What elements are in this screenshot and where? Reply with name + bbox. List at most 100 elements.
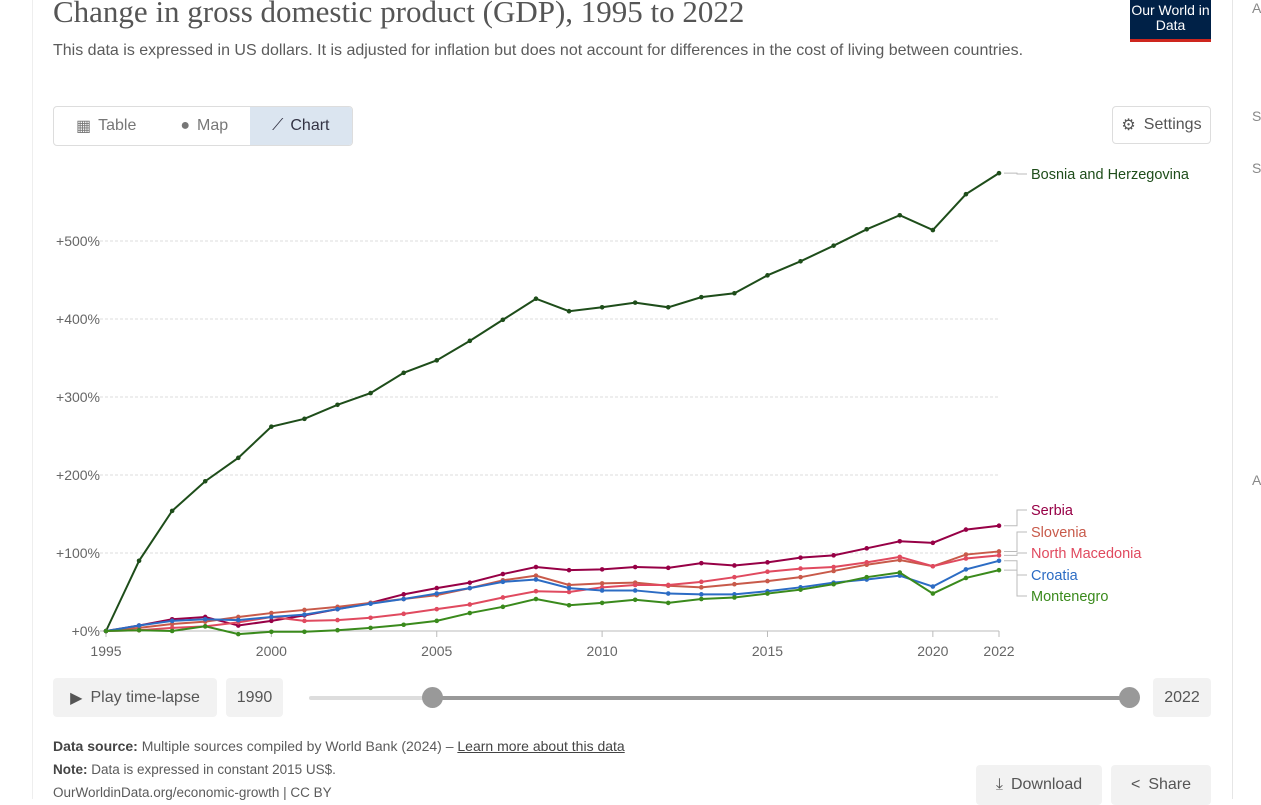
series-line-serbia (105, 524, 1000, 632)
data-point (599, 581, 605, 586)
data-point (566, 602, 572, 608)
data-point (434, 358, 440, 363)
timeline-end-handle[interactable] (1119, 687, 1140, 708)
data-point (897, 570, 903, 575)
data-point (699, 585, 704, 590)
side-panel-text: A (1252, 0, 1261, 16)
download-button[interactable]: ⤓ Download (976, 765, 1102, 805)
data-point (434, 606, 440, 612)
series-label: Croatia (1031, 568, 1079, 584)
data-point (963, 575, 969, 581)
data-point (566, 308, 572, 314)
data-point (996, 553, 1002, 558)
data-point (202, 617, 208, 622)
data-point (765, 578, 770, 584)
label-connector (1004, 531, 1027, 552)
label-connector (1004, 560, 1027, 576)
x-tick-label: 2010 (587, 643, 618, 659)
line-chart: +0% +100% +200% +300% +400% +500% 1995 2000 2005… (56, 167, 1190, 659)
data-point (963, 567, 969, 572)
note-label: Note: (53, 762, 88, 777)
y-tick-label: +0% (72, 623, 100, 639)
data-point (169, 628, 175, 634)
data-point (269, 424, 274, 429)
timeline-start-year[interactable]: 1990 (226, 678, 283, 717)
data-point (732, 574, 737, 580)
note-text: Data is expressed in constant 2015 US$. (91, 762, 336, 777)
data-point (699, 596, 704, 602)
data-point (732, 595, 737, 600)
data-point (533, 596, 539, 602)
x-tick-label: 2005 (421, 643, 452, 659)
data-point (765, 273, 770, 278)
data-point (434, 585, 440, 591)
data-point (467, 338, 473, 344)
data-point (963, 556, 969, 561)
timeline-start-handle[interactable] (422, 687, 443, 708)
data-point (732, 581, 737, 587)
label-connector (1004, 552, 1027, 556)
data-point (632, 300, 638, 305)
data-point (798, 555, 803, 560)
tab-label: Table (98, 117, 137, 134)
side-panel-text: S (1252, 108, 1261, 124)
data-point (732, 563, 737, 568)
data-point (566, 567, 572, 573)
data-point (269, 614, 274, 620)
data-point (500, 571, 506, 577)
data-point (897, 212, 903, 218)
data-point (765, 591, 770, 596)
data-point (831, 568, 836, 574)
data-point (533, 588, 539, 594)
data-point (368, 615, 373, 621)
data-point (831, 243, 836, 248)
data-point (566, 585, 572, 591)
series-label: Serbia (1031, 503, 1074, 519)
learn-more-link[interactable]: Learn more about this data (457, 738, 625, 754)
share-button[interactable]: < Share (1111, 765, 1211, 805)
data-point (996, 567, 1002, 573)
page-title: Change in gross domestic product (GDP), … (53, 0, 745, 29)
data-point (302, 618, 307, 624)
owid-logo[interactable]: Our World in Data (1130, 0, 1211, 42)
tab-map[interactable]: ● Map (158, 107, 250, 145)
timeline-end-year[interactable]: 2022 (1153, 678, 1211, 717)
play-timelapse-button[interactable]: ▶ Play time-lapse (53, 678, 217, 717)
data-point (434, 591, 440, 596)
data-point (665, 305, 671, 310)
data-point (467, 610, 473, 616)
data-point (335, 627, 340, 633)
data-point (269, 618, 274, 624)
data-point (269, 610, 274, 616)
data-point (930, 227, 936, 233)
data-point (632, 597, 638, 603)
data-point (269, 629, 274, 635)
label-connector (1004, 172, 1027, 175)
data-point (632, 582, 638, 588)
source-label: Data source: (53, 738, 138, 754)
data-point (500, 595, 506, 600)
data-point (533, 564, 539, 570)
data-point (930, 584, 936, 589)
settings-button[interactable]: ⚙ Settings (1112, 106, 1211, 144)
data-point (831, 564, 836, 570)
tab-label: Map (197, 117, 229, 134)
data-point (202, 478, 208, 484)
tab-table[interactable]: ▦ Table (54, 107, 158, 145)
source-text: Multiple sources compiled by World Bank … (141, 738, 458, 754)
play-icon: ▶ (70, 689, 83, 707)
data-point (302, 607, 307, 613)
data-point (632, 588, 638, 593)
data-point (302, 416, 307, 422)
data-point (434, 618, 440, 624)
data-point (864, 574, 870, 580)
data-point (136, 623, 142, 628)
tab-chart[interactable]: ⟋ Chart (250, 107, 352, 145)
data-point (335, 402, 340, 408)
data-point (368, 625, 373, 631)
y-tick-label: +400% (56, 311, 100, 327)
series-label: Bosnia and Herzegovina (1031, 167, 1190, 183)
x-tick-label: 2020 (917, 643, 948, 659)
timeline-track[interactable] (309, 687, 1140, 708)
settings-label: Settings (1143, 116, 1202, 133)
